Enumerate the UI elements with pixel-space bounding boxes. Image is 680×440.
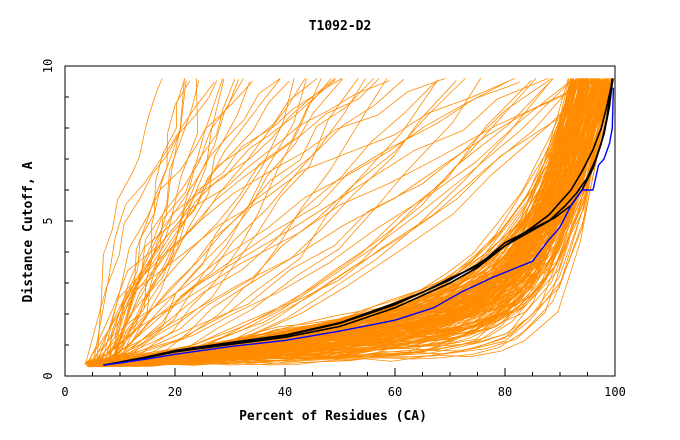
model-curve — [104, 79, 281, 367]
black-model-line-3 — [103, 78, 614, 366]
model-curve — [110, 80, 200, 362]
model-curve — [91, 78, 581, 366]
model-curve — [113, 81, 520, 364]
x-tick-label: 60 — [388, 385, 402, 399]
y-tick-label: 0 — [41, 372, 55, 379]
model-curve — [115, 80, 191, 366]
model-curve — [95, 78, 574, 363]
model-curve — [92, 78, 446, 365]
model-curve — [106, 78, 374, 367]
model-curve — [111, 79, 336, 367]
model-curve — [96, 78, 163, 367]
x-tick-label: 0 — [61, 385, 68, 399]
model-curve — [104, 80, 437, 365]
model-curve — [105, 78, 359, 362]
model-curve — [101, 78, 343, 363]
model-curve — [94, 78, 599, 365]
model-curve — [87, 78, 332, 365]
model-curve — [84, 78, 224, 365]
axes: 0 20 40 60 80 100 0 5 10 — [41, 59, 626, 399]
x-tick-label: 40 — [278, 385, 292, 399]
model-curve — [111, 78, 281, 367]
model-curve — [90, 78, 607, 368]
model-curve — [109, 78, 590, 362]
model-curve — [93, 78, 295, 368]
x-axis-label: Percent of Residues (CA) — [239, 409, 427, 424]
model-curve — [94, 78, 612, 364]
model-curve — [108, 78, 186, 367]
blue-model-line — [103, 87, 615, 366]
model-curve — [86, 78, 574, 365]
model-curve — [110, 81, 251, 366]
model-curve — [94, 79, 595, 365]
x-tick-label: 80 — [498, 385, 512, 399]
model-curve — [115, 78, 580, 367]
model-curve — [107, 78, 549, 364]
model-curve — [109, 78, 307, 358]
model-curve — [112, 78, 579, 364]
model-curve — [85, 80, 218, 364]
model-curve — [109, 78, 380, 367]
model-curve — [107, 78, 608, 366]
y-axis-label: Distance Cutoff, A — [21, 161, 36, 302]
model-curve — [104, 78, 466, 360]
model-curve — [112, 78, 366, 362]
y-tick-label: 10 — [41, 59, 55, 73]
plot-area — [84, 78, 615, 368]
model-curve — [103, 80, 457, 365]
model-curve — [114, 80, 390, 361]
model-curve — [104, 78, 585, 366]
chart-title: T1092-D2 — [309, 19, 372, 34]
x-tick-label: 100 — [604, 385, 626, 399]
model-curve — [92, 79, 610, 364]
y-tick-label: 5 — [41, 217, 55, 224]
model-curve — [92, 81, 215, 365]
model-curve — [96, 78, 236, 365]
model-curve — [87, 78, 581, 368]
model-curve — [102, 78, 343, 367]
model-curve — [99, 80, 509, 366]
model-curve — [87, 78, 578, 365]
model-curve — [103, 80, 187, 368]
model-curve — [108, 78, 336, 359]
model-curve — [104, 79, 604, 364]
model-curve — [116, 78, 609, 363]
model-curve — [100, 80, 254, 367]
model-curve — [87, 78, 318, 365]
model-curve — [90, 78, 306, 367]
x-tick-label: 20 — [168, 385, 182, 399]
